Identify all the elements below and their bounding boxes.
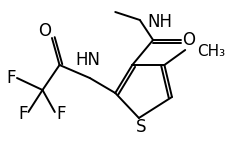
Text: O: O	[183, 31, 196, 49]
Text: O: O	[38, 22, 51, 40]
Text: HN: HN	[75, 51, 100, 69]
Text: S: S	[136, 118, 146, 136]
Text: F: F	[7, 69, 16, 87]
Text: CH₃: CH₃	[197, 44, 226, 59]
Text: NH: NH	[147, 13, 172, 31]
Text: F: F	[18, 105, 27, 123]
Text: F: F	[57, 105, 66, 123]
